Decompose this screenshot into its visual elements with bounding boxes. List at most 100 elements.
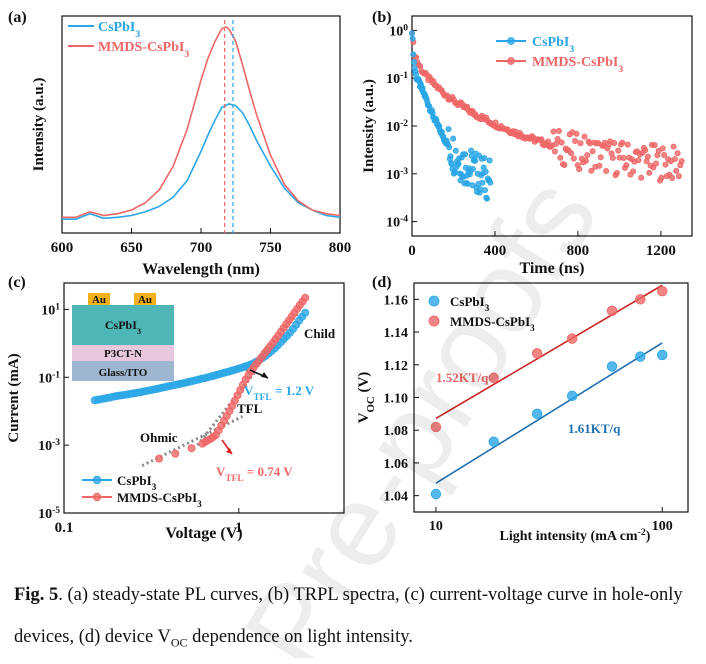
- panel-d-ytick-label: 1.04: [384, 490, 409, 505]
- panel-b-point: [558, 139, 565, 146]
- panel-a-series-line-1: [62, 26, 341, 219]
- panel-c-legend-marker: [92, 475, 102, 485]
- panel-d-point: [606, 361, 618, 372]
- caption-text: . (a) steady-state PL curves, (b) TRPL s…: [14, 585, 683, 647]
- panel-c-inset-au-left: [88, 293, 110, 305]
- panel-b-xtick-label: 400: [484, 243, 507, 259]
- panel-b-point: [410, 59, 417, 66]
- panel-b-point: [624, 141, 631, 148]
- panel-b: (b) 0 400 800 1200 10-4 10-3 10-2 10-1 100 Time (n…: [361, 9, 693, 277]
- panel-a-series-line-0: [62, 103, 341, 220]
- panel-b-point: [417, 63, 424, 70]
- panel-b-point: [572, 137, 579, 144]
- panel-b-point: [620, 155, 627, 162]
- panel-b-point: [646, 169, 653, 176]
- panel-b-point: [452, 147, 459, 154]
- panel-c-ytick-label: 10-3: [38, 438, 60, 454]
- panel-b-point: [561, 161, 568, 168]
- panel-a: (a) 600 650 700 750 800 Wavelength (nm) Intensi…: [8, 9, 351, 278]
- panel-b-point: [669, 175, 676, 182]
- panel-c-label: (c): [8, 274, 26, 291]
- panel-d-point: [566, 333, 578, 344]
- panel-b-point: [658, 174, 665, 181]
- panel-b-point: [551, 148, 558, 155]
- panel-d-legend-marker: [428, 295, 440, 307]
- panel-b-point: [553, 140, 560, 147]
- panel-c-point: [187, 444, 196, 453]
- panel-a-xtick-label: 800: [329, 240, 352, 256]
- panel-b-point: [661, 152, 668, 159]
- panel-b-point: [623, 162, 630, 169]
- panel-c-inset-p3ctn-label: P3CT-N: [104, 348, 142, 360]
- panel-c-inset-au-label: Au: [92, 294, 106, 306]
- panel-c: (c) 0.1 1 10-5 10-3 10-1 101 Voltage (V) Current…: [6, 274, 345, 542]
- panel-c-vtfl-mmds: VTFL = 0.74 V: [216, 464, 293, 484]
- caption-text-end: dependence on light intensity.: [187, 627, 413, 647]
- panel-b-point: [671, 156, 678, 163]
- panel-b-point: [584, 152, 591, 159]
- panel-b-point: [545, 138, 552, 145]
- panel-b-point: [581, 133, 588, 140]
- panel-b-point: [479, 179, 486, 186]
- panel-d-point: [531, 408, 543, 420]
- panel-b-label: (b): [372, 9, 392, 26]
- panel-c-xtick-label: 1: [235, 520, 243, 536]
- panel-d-point: [488, 372, 499, 384]
- panel-b-legend-marker: [507, 37, 515, 45]
- figure: (a) 600 650 700 750 800 Wavelength (nm) Intensi…: [6, 9, 693, 544]
- panel-b-point: [492, 119, 499, 126]
- panel-b-point: [446, 144, 453, 151]
- panel-b-point: [486, 157, 493, 164]
- panel-c-inset-perovskite-label: CsPbI3: [105, 318, 141, 336]
- panel-c-inset-perovskite-layer: [72, 305, 174, 345]
- panel-c-ytick-label: 101: [41, 302, 60, 318]
- panel-d-slope-label-cspbi3: 1.61KT/q: [568, 421, 621, 436]
- panel-b-point: [487, 179, 494, 186]
- panel-b-xlabel: Time (ns): [519, 260, 584, 277]
- panel-c-child-label: Child: [304, 326, 336, 341]
- panel-b-point: [472, 157, 479, 164]
- panel-d-ytick-label: 1.12: [384, 359, 409, 374]
- panel-b-xtick-label: 800: [567, 243, 590, 259]
- panel-b-point: [482, 168, 489, 175]
- panel-b-point: [589, 148, 596, 155]
- panel-d-point: [657, 285, 668, 297]
- caption-voc-sub: OC: [170, 635, 188, 650]
- panel-b-point: [653, 160, 660, 167]
- panel-d-point: [430, 421, 442, 433]
- panel-a-xlabel: Wavelength (nm): [142, 261, 260, 278]
- panel-b-legend-label: MMDS-CsPbI3: [532, 55, 623, 75]
- panel-c-vtfl-cspbi3: VTFL = 1.2 V: [244, 383, 315, 403]
- panel-d-slope-label-mmds: 1.52KT/q: [436, 370, 489, 385]
- panel-c-point: [155, 454, 164, 463]
- panel-c-point: [301, 293, 310, 302]
- panel-b-point: [576, 166, 583, 173]
- panel-c-point: [171, 449, 180, 458]
- panel-b-point: [673, 167, 680, 174]
- panel-b-ytick-label: 10-4: [386, 215, 408, 231]
- panel-c-ytick-label: 10-1: [38, 370, 60, 386]
- panel-d-point: [657, 349, 668, 361]
- panel-a-legend-label: CsPbI3: [98, 20, 140, 40]
- panel-d-ytick-label: 1.08: [384, 424, 409, 439]
- panel-d-ylabel: VOC (V): [356, 372, 377, 424]
- panel-d-fit-line-1: [435, 284, 663, 420]
- panel-b-point: [550, 128, 557, 135]
- panel-b-xtick-label: 0: [408, 243, 416, 259]
- panel-d-legend-marker: [428, 315, 440, 327]
- panel-b-point: [555, 128, 562, 135]
- panel-b-point: [408, 30, 415, 37]
- panel-b-point: [659, 145, 666, 152]
- panel-c-legend-label: MMDS-CsPbI3: [117, 490, 202, 509]
- panel-b-point: [482, 187, 489, 194]
- panel-c-ohmic-label: Ohmic: [140, 430, 178, 445]
- panel-d-point: [430, 488, 442, 500]
- panel-b-point: [570, 155, 577, 162]
- panel-b-ylabel: Intensity (a.u.): [361, 79, 377, 173]
- panel-b-legend-marker: [507, 57, 515, 65]
- panel-c-ytick-label: 10-5: [38, 506, 60, 522]
- panel-b-point: [650, 164, 657, 171]
- panel-b-point: [410, 51, 417, 58]
- panel-c-xlabel: Voltage (V): [165, 525, 242, 542]
- panel-b-point: [670, 143, 677, 150]
